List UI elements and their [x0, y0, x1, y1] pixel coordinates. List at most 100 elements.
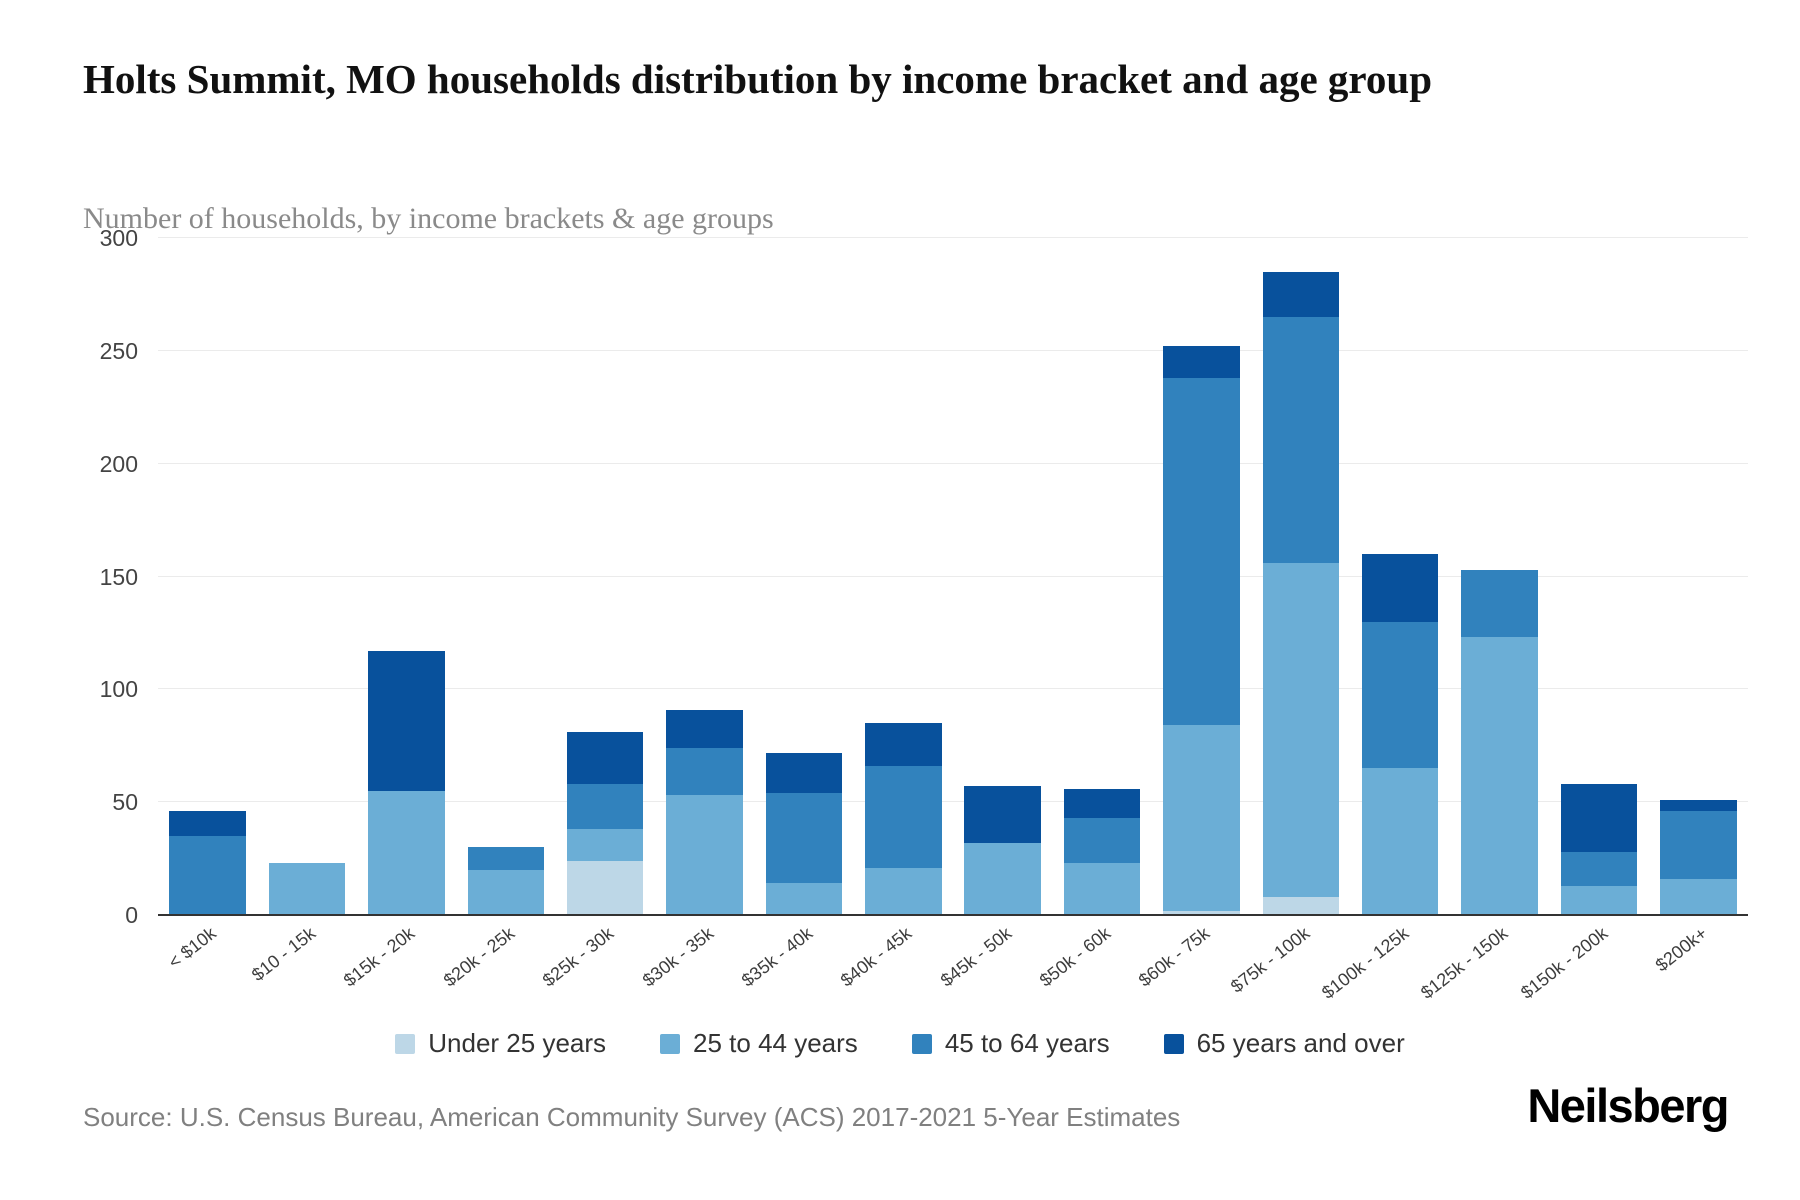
bar-column: $40k - 45k	[837, 238, 953, 991]
x-axis-label: $10 - 15k	[247, 923, 320, 985]
x-axis-label: $75k - 100k	[1226, 923, 1314, 997]
bar-column: $60k - 75k	[1135, 238, 1251, 991]
bar-segment	[1660, 811, 1737, 879]
bar-segment	[865, 766, 942, 868]
chart-title: Holts Summit, MO households distribution…	[83, 56, 1432, 102]
y-axis-tick-label: 200	[99, 450, 138, 477]
bar-segment	[1063, 817, 1141, 864]
bar-segment	[368, 650, 445, 791]
legend-label: Under 25 years	[428, 1028, 607, 1058]
stacked-bar-chart-plot: 0 50 100 150 200 250 300 < $10k $10 - 15k $15k - …	[100, 225, 1748, 1003]
x-axis-label: $100k - 125k	[1318, 923, 1413, 1003]
legend-swatch	[395, 1033, 416, 1054]
chart-legend: Under 25 years 25 to 44 years 45 to 64 yea…	[0, 1028, 1800, 1059]
legend-item: Under 25 years	[395, 1028, 606, 1059]
bar-segment	[1163, 725, 1240, 911]
x-axis-label: $50k - 60k	[1035, 923, 1115, 991]
bar-stack	[1262, 271, 1340, 915]
bar-stack	[964, 786, 1041, 915]
bar-segment	[1063, 788, 1141, 818]
bar-segment	[1163, 346, 1240, 378]
legend-item: 45 to 64 years	[911, 1028, 1110, 1059]
gridline	[158, 801, 1748, 803]
bar-column: $75k - 100k	[1227, 238, 1350, 997]
y-axis-tick-label: 0	[125, 902, 138, 928]
bar-segment	[1361, 553, 1439, 622]
x-axis-label: $200k+	[1651, 923, 1711, 976]
x-axis-label: $125k - 150k	[1417, 923, 1512, 1003]
gridline	[158, 237, 1748, 238]
bar-column: $25k - 30k	[539, 238, 655, 991]
bar-column: $200k+	[1649, 238, 1748, 975]
legend-item: 25 to 44 years	[660, 1028, 858, 1059]
bar-segment	[1262, 317, 1340, 563]
x-axis-label: $60k - 75k	[1135, 923, 1214, 991]
bar-stack	[1163, 346, 1240, 915]
x-axis-label: < $10k	[164, 923, 221, 973]
x-axis-label: $15k - 20k	[340, 923, 419, 991]
x-axis-label: $40k - 45k	[837, 923, 916, 991]
bar-columns: < $10k $10 - 15k $15k - 20k $20k - 25k $25k …	[158, 238, 1748, 1003]
bar-segment	[1361, 768, 1439, 915]
x-axis-label: $25k - 30k	[538, 923, 618, 991]
neilsberg-logo: Neilsberg	[1527, 1079, 1729, 1132]
legend-swatch	[911, 1033, 932, 1054]
bar-segment	[1560, 784, 1638, 852]
bar-column: $35k - 40k	[738, 238, 853, 991]
bar-column: $125k - 150k	[1418, 238, 1549, 1003]
bar-column: $10 - 15k	[248, 238, 356, 985]
bar-column: < $10k	[158, 238, 257, 972]
x-axis-label: $150k - 200k	[1516, 923, 1612, 1003]
bar-column: $15k - 20k	[340, 238, 456, 991]
gridline	[158, 462, 1748, 464]
x-axis-label: $20k - 25k	[439, 923, 519, 991]
bar-segment	[1262, 562, 1340, 897]
bar-stack	[1461, 569, 1538, 915]
bar-segment	[865, 723, 942, 767]
bar-segment	[1163, 910, 1240, 915]
bar-segment	[566, 732, 644, 785]
bar-segment	[1361, 621, 1439, 769]
bar-segment	[1163, 377, 1240, 726]
bar-segment	[765, 883, 843, 915]
legend-swatch	[660, 1033, 681, 1054]
bar-segment	[1262, 271, 1340, 317]
legend-swatch	[1163, 1033, 1184, 1054]
gridline	[158, 349, 1748, 351]
bar-segment	[1461, 637, 1538, 915]
x-axis-label: $45k - 50k	[936, 923, 1016, 991]
x-axis-label: $30k - 35k	[638, 923, 717, 991]
bar-segment	[765, 752, 843, 794]
bar-stack	[666, 709, 743, 915]
bar-segment	[765, 793, 843, 884]
bar-stack	[368, 650, 445, 915]
bar-segment	[666, 795, 743, 915]
bar-segment	[1660, 878, 1737, 915]
bar-segment	[666, 709, 743, 749]
bar-segment	[865, 867, 942, 915]
y-axis-tick-label: 150	[99, 563, 138, 590]
bar-segment	[1660, 799, 1737, 812]
bar-stack	[1361, 553, 1439, 915]
bar-column: $50k - 60k	[1036, 238, 1151, 991]
bar-segment	[1560, 885, 1638, 915]
bar-segment	[964, 786, 1041, 843]
bar-segment	[1262, 896, 1340, 915]
bar-segment	[467, 847, 545, 870]
x-axis-label: $35k - 40k	[737, 923, 817, 991]
bar-stack	[268, 863, 346, 915]
bar-stack	[1660, 799, 1737, 915]
bar-stack	[765, 752, 843, 915]
y-axis-tick-label: 100	[99, 676, 138, 703]
bar-segment	[566, 829, 644, 861]
bar-segment	[467, 869, 545, 915]
bar-segment	[169, 836, 246, 915]
bar-column: $20k - 25k	[440, 238, 555, 991]
legend-label: 65 years and over	[1196, 1028, 1405, 1058]
bar-segment	[1560, 851, 1638, 886]
bar-segment	[368, 790, 445, 915]
bar-stack	[1063, 788, 1141, 915]
bar-segment	[268, 863, 346, 915]
bar-column: $100k - 125k	[1318, 238, 1450, 1003]
